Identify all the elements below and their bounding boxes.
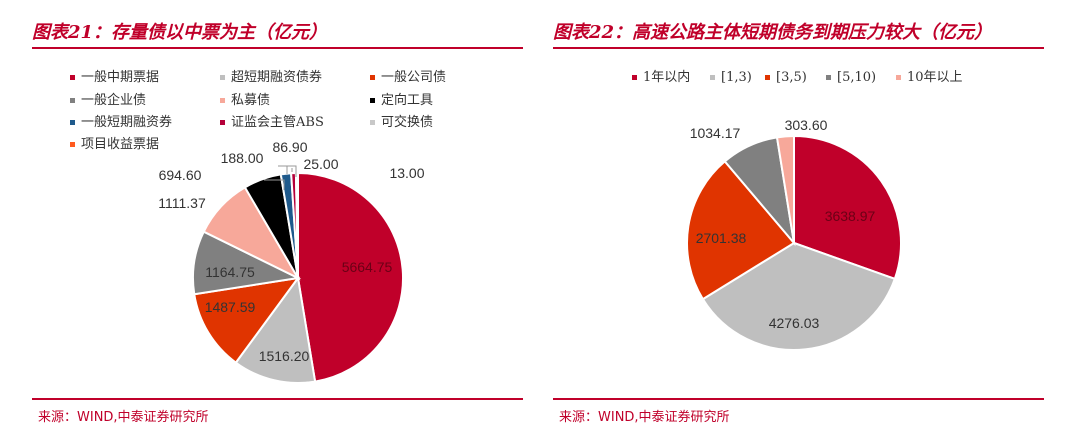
- legend-marker: [370, 75, 375, 80]
- pie-slice: [193, 276, 301, 365]
- data-label: 13.00: [389, 165, 424, 181]
- pie-slice: [775, 134, 795, 244]
- data-label: 303.60: [785, 117, 828, 133]
- pie-slice: [793, 134, 902, 281]
- data-label: 5664.75: [342, 259, 393, 275]
- data-label: 1034.17: [690, 125, 741, 141]
- legend-entry: 定向工具: [381, 92, 433, 108]
- pie-slice: [296, 171, 299, 279]
- chart-title: 图表22：高速公路主体短期债务到期压力较大（亿元）: [553, 22, 993, 43]
- legend-entry: 项目收益票据: [81, 137, 159, 152]
- legend-entry: 可交换债: [381, 114, 433, 130]
- legend-entry: 一般企业债: [81, 92, 146, 108]
- pie-slice: [685, 159, 796, 301]
- data-label: 86.90: [272, 139, 307, 155]
- data-label: 1111.37: [158, 195, 206, 211]
- source-note: 来源：WIND,中泰证券研究所: [559, 410, 730, 425]
- data-label: 1516.20: [259, 348, 310, 364]
- data-label: 25.00: [303, 156, 338, 172]
- data-label: 1487.59: [205, 299, 256, 315]
- legend-entry: 一般短期融资券: [81, 114, 172, 130]
- title-rule: [32, 47, 523, 49]
- legend-entry: [1,3): [721, 70, 752, 85]
- data-label: 4276.03: [769, 315, 820, 331]
- chart-title: 图表21：存量债以中票为主（亿元）: [32, 22, 328, 43]
- source-rule: [553, 398, 1044, 400]
- pie-slice: [297, 171, 404, 383]
- pie-slice: [234, 275, 317, 385]
- legend-marker: [370, 98, 375, 103]
- legend-marker: [370, 120, 375, 125]
- leader-line: [278, 165, 297, 177]
- legend-marker: [826, 75, 831, 80]
- legend-marker: [632, 75, 637, 80]
- legend-marker: [765, 75, 770, 80]
- legend-entry: 10年以上: [907, 70, 963, 85]
- legend-marker: [70, 75, 75, 80]
- title-rule: [553, 47, 1044, 49]
- legend-entry: 证监会主管ABS: [231, 115, 324, 130]
- legend-marker: [220, 120, 225, 125]
- legend-entry: 一般中期票据: [81, 69, 159, 85]
- chart-panel-21: 图表21：存量债以中票为主（亿元） 一般中期票据 超短期融资债券 一般公司债一般企业…: [32, 0, 523, 437]
- data-label: 188.00: [221, 150, 264, 166]
- legend-entry: [3,5): [776, 70, 807, 85]
- legend-marker: [896, 75, 901, 80]
- chart-panel-22: 图表22：高速公路主体短期债务到期压力较大（亿元） 1年以内 [1,3) [3,5)…: [553, 0, 1044, 437]
- source-note: 来源：WIND,中泰证券研究所: [38, 410, 209, 425]
- legend-marker: [70, 120, 75, 125]
- legend-entry: 私募债: [231, 93, 270, 108]
- legend-entry: 超短期融资债券: [231, 69, 322, 85]
- legend-marker: [70, 98, 75, 103]
- leader-line: [264, 179, 285, 190]
- data-label: 2701.38: [696, 230, 747, 246]
- legend-marker: [710, 75, 715, 80]
- pie-chart-22: 1年以内 [1,3) [3,5) [5,10) 10年以上 3638.97 4276.03 2…: [632, 69, 963, 351]
- data-label: 1164.75: [205, 264, 255, 280]
- data-label: 694.60: [159, 167, 202, 183]
- legend-marker: [70, 142, 75, 147]
- legend-marker: [220, 75, 225, 80]
- data-label: 3638.97: [825, 208, 876, 224]
- legend-entry: 一般公司债: [381, 69, 446, 85]
- legend-marker: [220, 98, 225, 103]
- legend-entry: 1年以内: [643, 69, 690, 85]
- source-rule: [32, 398, 523, 400]
- legend-entry: [5,10): [837, 70, 876, 85]
